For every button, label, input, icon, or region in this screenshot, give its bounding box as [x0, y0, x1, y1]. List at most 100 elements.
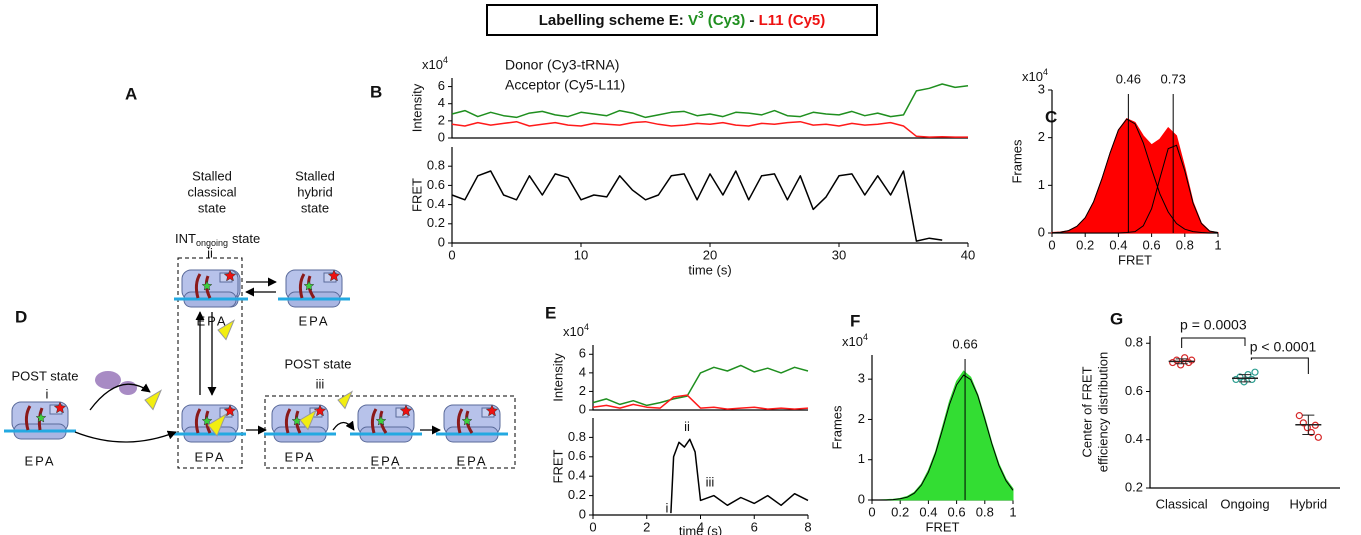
dye-star: [327, 269, 341, 282]
state-label: classical: [187, 184, 236, 199]
axis: [592, 345, 808, 411]
legend-entry: Donor (Cy3-tRNA): [505, 57, 619, 73]
header-sep: -: [745, 12, 758, 29]
error-bar: [1302, 414, 1315, 435]
y-tick-label: 0.6: [1125, 383, 1143, 398]
x-tick-label: 0.6: [1143, 237, 1161, 252]
y-tick-label: 2: [438, 112, 445, 127]
data-point: [1314, 433, 1322, 441]
panel-label: A: [125, 84, 137, 103]
y-tick-label: 0.4: [1125, 431, 1143, 446]
multiplier-base: x10: [1022, 69, 1043, 84]
site-label: EPA: [284, 449, 315, 464]
error-bar: [1239, 374, 1251, 383]
histogram-area: [1051, 117, 1219, 234]
x-tick-label: 40: [961, 247, 975, 262]
state-label: POST state: [285, 356, 352, 371]
x-tick-label: 0: [1048, 237, 1055, 252]
x-axis-label: time (s): [688, 262, 731, 277]
y-axis-label: Intensity: [550, 353, 565, 402]
panel-label: C: [1045, 107, 1057, 126]
x-tick-label: 0: [589, 519, 596, 534]
ef-g: [144, 389, 163, 411]
x-tick-label: 6: [751, 519, 758, 534]
state-label: POST state: [12, 368, 79, 383]
fit-curve: [1051, 118, 1218, 234]
arrow: [89, 383, 151, 411]
trace: [451, 120, 968, 138]
trace-annotation: iii: [706, 474, 715, 489]
x-tick-label: 1: [1214, 237, 1221, 252]
dye-star: [201, 415, 213, 426]
histogram-area: [872, 370, 1014, 501]
trna: [194, 408, 202, 434]
header-box: [486, 4, 878, 36]
trna: [456, 408, 464, 434]
header-sup: 3: [698, 10, 704, 21]
trna: [284, 408, 292, 434]
y-tick-label: 2: [579, 383, 586, 398]
site-label: EPA: [194, 449, 225, 464]
site-label: EPA: [298, 313, 329, 328]
y-tick-label: 4: [579, 364, 586, 379]
bracket: [1181, 337, 1246, 348]
y-tick-label: 4: [438, 95, 445, 110]
data-point: [1248, 375, 1256, 384]
y-tick-label: 0.8: [568, 429, 586, 444]
axis-multiplier: x104: [422, 55, 448, 72]
legend-entry: Acceptor (Cy5-L11): [505, 77, 625, 93]
y-tick-label: 0.4: [568, 468, 586, 483]
x-axis-label: FRET: [926, 519, 960, 534]
peak-label: 0.73: [1161, 71, 1186, 86]
panel-label: E: [545, 303, 556, 322]
panel-label: B: [370, 82, 382, 101]
panel-label: F: [850, 311, 860, 330]
x-tick-label: Hybrid: [1290, 496, 1328, 511]
multiplier-base: x10: [563, 324, 584, 339]
trna: [194, 273, 202, 299]
y-tick-label: 0.4: [427, 196, 445, 211]
dye-star: [375, 415, 387, 426]
y-tick-label: 0: [579, 401, 586, 416]
dye-star: [53, 401, 67, 414]
y-axis-label: efficiency distribution: [1095, 352, 1110, 472]
peak-label: 0.46: [1116, 71, 1141, 86]
p-value: p < 0.0001: [1250, 339, 1317, 355]
header-title: Labelling scheme E: V3 (Cy3) - L11 (Cy5): [539, 10, 826, 29]
y-tick-label: 0.8: [427, 158, 445, 173]
x-tick-label: Classical: [1156, 496, 1208, 511]
peak-label: 0.66: [952, 336, 977, 351]
axis-multiplier: x104: [1022, 67, 1048, 84]
x-tick-label: Ongoing: [1220, 496, 1269, 511]
dye-star: [35, 412, 47, 423]
header-donor: V: [688, 12, 698, 29]
y-tick-label: 0.6: [427, 177, 445, 192]
arrow: [332, 420, 355, 431]
data-point: [1295, 412, 1303, 420]
y-tick-label: 0.2: [427, 215, 445, 230]
data-point: [1236, 373, 1244, 381]
x-tick-label: 0: [448, 247, 455, 262]
header-acceptor: L11 (Cy5): [759, 12, 826, 29]
data-point: [1188, 356, 1196, 364]
trace: [451, 83, 969, 119]
state-label: Stalled: [192, 168, 232, 183]
x-tick-label: 0.8: [1176, 237, 1194, 252]
site-label: EPA: [370, 453, 401, 468]
trace-annotation: i: [665, 501, 668, 516]
trace: [592, 394, 809, 410]
x-tick-label: 0.8: [976, 504, 994, 519]
x-tick-label: 10: [574, 247, 588, 262]
y-tick-label: 0.2: [568, 487, 586, 502]
x-tick-label: 0: [868, 504, 875, 519]
dye-star: [485, 404, 499, 417]
axis-multiplier: x104: [563, 322, 589, 339]
y-axis-label: Frames: [829, 405, 844, 450]
dye-star: [461, 415, 473, 426]
p-value: p = 0.0003: [1180, 317, 1247, 333]
y-axis-label: FRET: [409, 178, 424, 212]
x-tick-label: 2: [643, 519, 650, 534]
panel-label: D: [15, 307, 27, 326]
y-tick-label: 0.6: [568, 448, 586, 463]
